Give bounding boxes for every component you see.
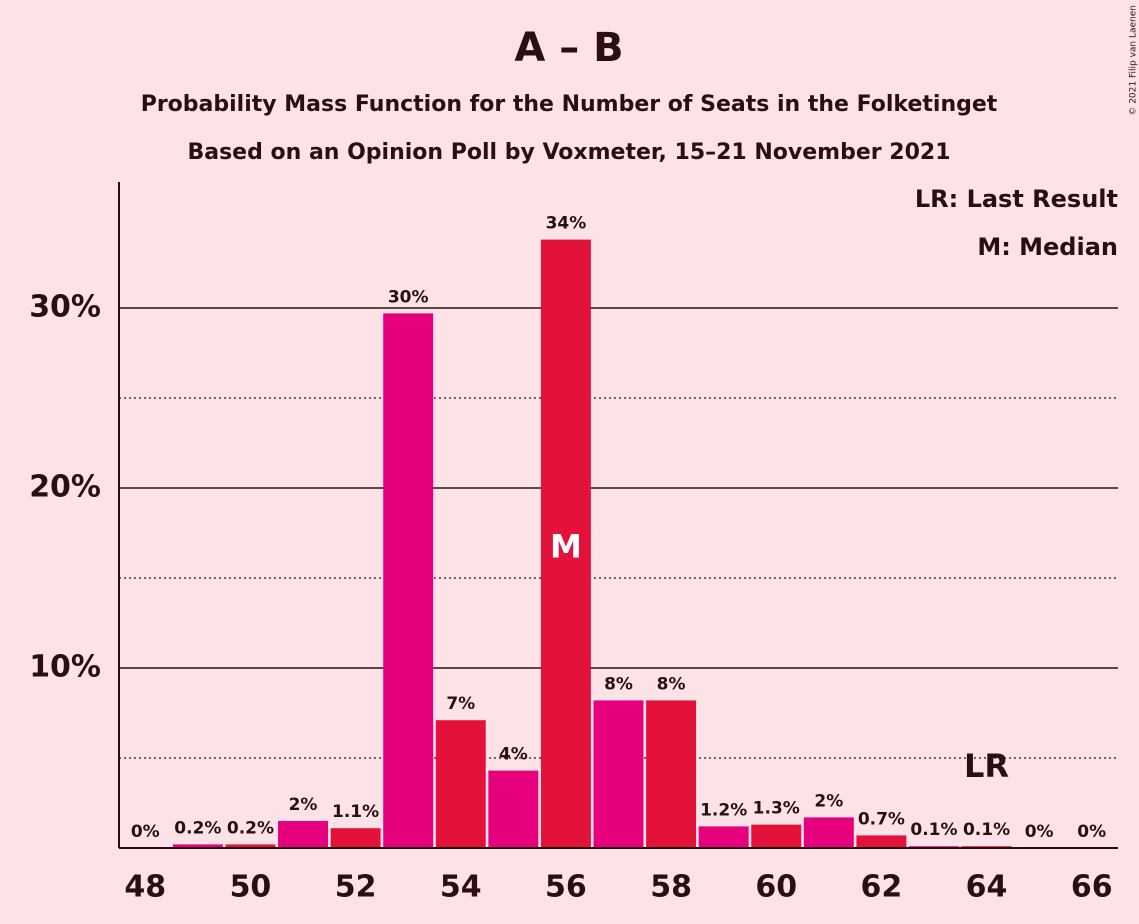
x-tick-label: 48	[124, 870, 166, 905]
data-label: 1.2%	[700, 800, 747, 820]
data-label: 4%	[499, 745, 528, 765]
bar	[435, 720, 486, 848]
bar	[698, 826, 749, 848]
x-tick-label: 54	[440, 870, 482, 905]
chart-subtitle: Based on an Opinion Poll by Voxmeter, 15…	[187, 140, 950, 165]
data-label: 1.3%	[753, 799, 800, 819]
y-tick-label: 10%	[29, 650, 101, 685]
bar	[856, 835, 907, 848]
y-tick-label: 30%	[29, 290, 101, 325]
data-label: 0%	[131, 822, 160, 842]
data-label: 0%	[1077, 822, 1106, 842]
x-tick-label: 50	[230, 870, 272, 905]
data-label: 34%	[546, 214, 587, 234]
credit: © 2021 Filip van Laenen	[1129, 5, 1139, 116]
x-tick-label: 62	[861, 870, 903, 905]
chart-title: A – B	[514, 25, 623, 71]
bar	[540, 239, 591, 849]
data-label: 0.1%	[910, 820, 957, 840]
bar	[383, 313, 434, 848]
bar	[278, 821, 329, 848]
x-tick-label: 60	[755, 870, 797, 905]
bar	[803, 817, 854, 848]
data-label: 1.1%	[332, 802, 379, 822]
data-label: 0.7%	[858, 809, 905, 829]
bar	[646, 700, 697, 848]
x-tick-label: 66	[1071, 870, 1113, 905]
data-label: 2%	[289, 795, 318, 815]
data-label: 30%	[388, 287, 429, 307]
data-label: 8%	[657, 674, 686, 694]
bar	[488, 770, 539, 848]
legend-entry: LR: Last Result	[915, 185, 1118, 213]
median-marker: M	[550, 528, 582, 566]
bar	[593, 700, 644, 848]
legend-entry: M: Median	[977, 233, 1118, 261]
x-tick-label: 52	[335, 870, 377, 905]
bar	[172, 844, 223, 848]
bar	[225, 844, 276, 848]
data-label: 7%	[446, 694, 475, 714]
chart-subtitle: Probability Mass Function for the Number…	[141, 92, 998, 117]
data-label: 0.2%	[227, 818, 274, 838]
y-tick-label: 20%	[29, 470, 101, 505]
data-label: 0%	[1025, 822, 1054, 842]
last-result-marker: LR	[964, 747, 1009, 785]
x-tick-label: 58	[650, 870, 692, 905]
x-tick-label: 56	[545, 870, 587, 905]
data-label: 0.1%	[963, 820, 1010, 840]
data-label: 8%	[604, 674, 633, 694]
bar	[751, 824, 802, 848]
data-label: 0.2%	[174, 818, 221, 838]
x-tick-label: 64	[966, 870, 1008, 905]
bar	[330, 828, 381, 848]
data-label: 2%	[814, 791, 843, 811]
